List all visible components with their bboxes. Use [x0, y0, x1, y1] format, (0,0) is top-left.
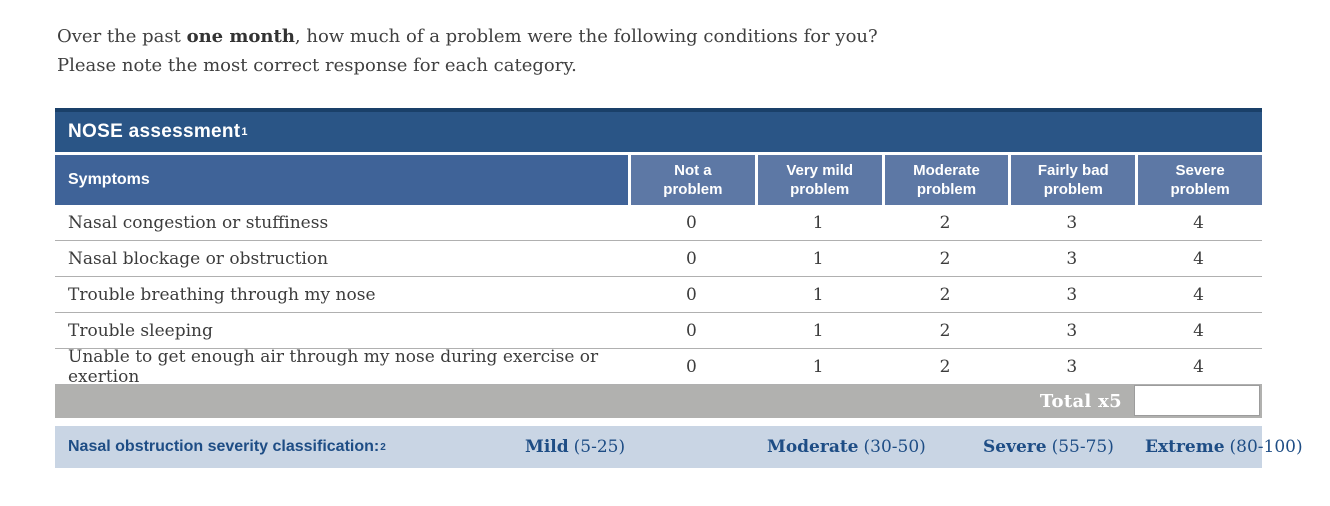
score-option[interactable]: 1 — [812, 320, 824, 341]
total-score-input[interactable] — [1134, 385, 1260, 416]
score-option[interactable]: 3 — [1066, 356, 1078, 377]
symptom-label: Nasal blockage or obstruction — [68, 248, 329, 269]
column-header-not-a-problem: Not a problem — [631, 155, 755, 205]
score-option[interactable]: 2 — [939, 284, 951, 305]
symptom-label: Trouble sleeping — [68, 320, 213, 341]
score-option[interactable]: 4 — [1193, 284, 1204, 305]
score-option[interactable]: 1 — [812, 284, 824, 305]
total-row: Total x5 — [55, 385, 1262, 418]
column-header-very-mild-problem: Very mild problem — [757, 155, 882, 205]
score-option[interactable]: 4 — [1193, 356, 1204, 377]
score-option[interactable]: 3 — [1066, 284, 1078, 305]
table-row: Trouble sleeping 0 1 2 3 4 — [55, 313, 1262, 349]
symptom-label: Nasal congestion or stuffiness — [68, 212, 329, 233]
table-row: Unable to get enough air through my nose… — [55, 346, 1262, 387]
total-label: Total x5 — [1039, 391, 1122, 412]
severity-classification-bar: Nasal obstruction severity classificatio… — [55, 426, 1303, 468]
classification-footnote-marker: 2 — [380, 441, 386, 453]
severity-classification-label: Nasal obstruction severity classificatio… — [68, 438, 386, 455]
score-option[interactable]: 2 — [939, 212, 951, 233]
symptom-label: Trouble breathing through my nose — [68, 284, 376, 305]
table-header-row: Symptoms Not a problem Very mild problem… — [55, 155, 1262, 205]
score-option[interactable]: 4 — [1193, 248, 1204, 269]
score-option[interactable]: 2 — [939, 320, 951, 341]
column-header-symptoms: Symptoms — [55, 155, 628, 205]
column-header-fairly-bad-problem: Fairly bad problem — [1011, 155, 1136, 205]
instructions-line2: Please note the most correct response fo… — [57, 55, 577, 76]
nose-assessment-table: NOSE assessment 1 Symptoms Not a problem … — [55, 108, 1262, 418]
instructions-text: Over the past one month, how much of a p… — [57, 22, 1157, 80]
score-option[interactable]: 2 — [939, 356, 951, 377]
instructions-bold-period: one month — [186, 26, 295, 47]
score-option[interactable]: 0 — [685, 248, 697, 269]
table-row: Nasal blockage or obstruction 0 1 2 3 4 — [55, 241, 1262, 277]
severity-level-extreme: Extreme (80-100) — [1145, 437, 1303, 457]
severity-level-moderate: Moderate (30-50) — [767, 437, 926, 457]
column-header-moderate-problem: Moderate problem — [884, 155, 1009, 205]
score-option[interactable]: 0 — [685, 356, 697, 377]
table-title-footnote-marker: 1 — [241, 126, 248, 138]
score-option[interactable]: 0 — [685, 284, 697, 305]
score-option[interactable]: 3 — [1066, 212, 1078, 233]
score-option[interactable]: 2 — [939, 248, 951, 269]
score-option[interactable]: 1 — [812, 212, 824, 233]
score-option[interactable]: 4 — [1193, 320, 1204, 341]
severity-level-mild: Mild (5-25) — [525, 437, 626, 457]
symptom-label: Unable to get enough air through my nose… — [68, 346, 599, 387]
score-option[interactable]: 1 — [812, 356, 824, 377]
table-title-band: NOSE assessment 1 — [55, 108, 1262, 152]
table-row: Nasal congestion or stuffiness 0 1 2 3 4 — [55, 205, 1262, 241]
instructions-line1: Over the past one month, how much of a p… — [57, 26, 878, 47]
score-option[interactable]: 0 — [685, 320, 697, 341]
score-option[interactable]: 3 — [1066, 248, 1078, 269]
score-option[interactable]: 0 — [685, 212, 697, 233]
score-option[interactable]: 1 — [812, 248, 824, 269]
score-option[interactable]: 3 — [1066, 320, 1078, 341]
severity-level-severe: Severe (55-75) — [983, 437, 1114, 457]
table-title: NOSE assessment — [68, 121, 241, 142]
score-option[interactable]: 4 — [1193, 212, 1204, 233]
column-header-severe-problem: Severe problem — [1138, 155, 1262, 205]
table-row: Trouble breathing through my nose 0 1 2 … — [55, 277, 1262, 313]
